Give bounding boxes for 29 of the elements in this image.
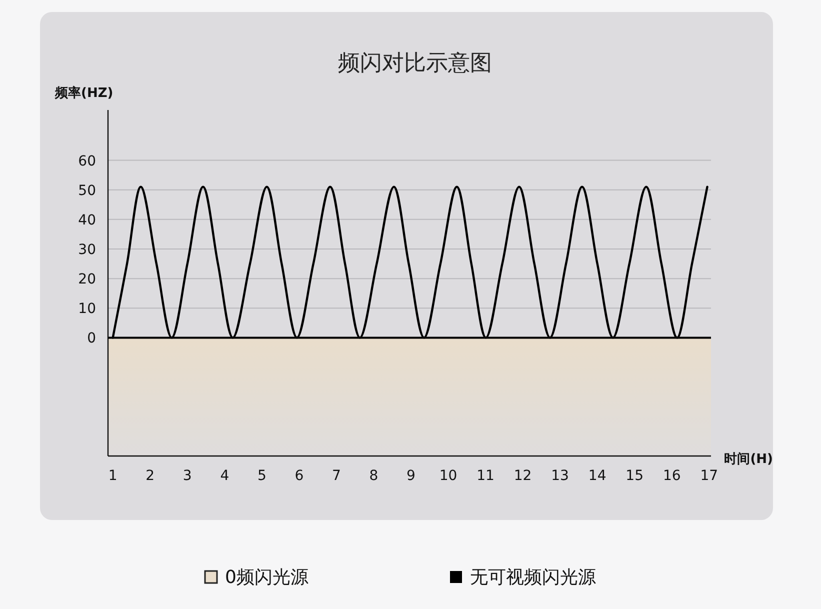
x-tick-label: 14 — [588, 468, 606, 484]
x-axis-title: 时间(H) — [724, 452, 773, 467]
y-tick-label: 10 — [78, 301, 96, 318]
x-tick-label: 16 — [662, 468, 681, 484]
x-tick-label: 6 — [294, 468, 304, 484]
y-tick-label: 0 — [87, 330, 96, 347]
x-tick-label: 15 — [626, 468, 644, 484]
y-axis-title: 频率(HZ) — [54, 85, 114, 101]
x-tick-label: 11 — [476, 468, 494, 484]
x-tick-label: 17 — [700, 468, 718, 484]
x-tick-label: 13 — [551, 468, 569, 484]
x-tick-label: 12 — [514, 468, 532, 484]
y-tick-label: 50 — [78, 182, 96, 199]
x-tick-label: 7 — [332, 468, 341, 484]
x-tick-label: 3 — [182, 468, 192, 484]
x-tick-label: 4 — [220, 468, 230, 484]
x-tick-label: 10 — [439, 468, 458, 484]
x-tick-label: 8 — [369, 468, 378, 484]
y-tick-label: 30 — [78, 242, 96, 258]
legend-label: 0频闪光源 — [225, 567, 308, 588]
y-tick-label: 40 — [78, 212, 96, 228]
y-tick-label: 20 — [78, 272, 96, 288]
y-tick-label: 60 — [78, 153, 96, 170]
x-tick-label: 9 — [406, 468, 416, 484]
x-tick-label: 1 — [108, 468, 118, 484]
chart-title: 频闪对比示意图 — [338, 51, 492, 76]
x-tick-label: 2 — [146, 468, 155, 484]
legend-label: 无可视频闪光源 — [470, 567, 596, 588]
x-tick-label: 5 — [257, 468, 266, 484]
